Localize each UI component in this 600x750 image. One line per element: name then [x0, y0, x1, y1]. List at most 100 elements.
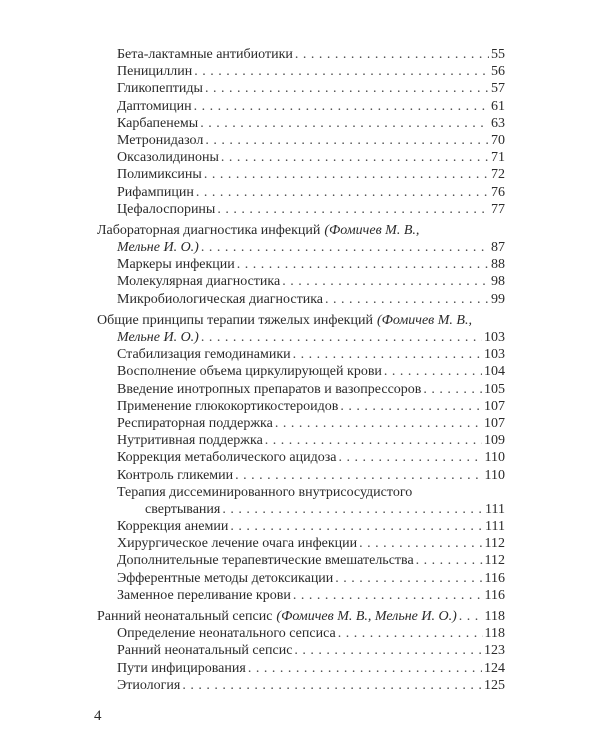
- entry-page: 110: [484, 450, 505, 466]
- toc-entry[interactable]: Оксазолидиноны 71: [97, 149, 505, 166]
- entry-page: 104: [484, 364, 505, 380]
- toc-entry[interactable]: Метронидазол 70: [97, 132, 505, 149]
- toc-entry[interactable]: Карбапенемы 63: [97, 115, 505, 132]
- entry-page: 63: [491, 115, 505, 131]
- toc-entry[interactable]: Микробиологическая диагностика 99: [97, 291, 505, 308]
- dot-leader: [235, 467, 482, 484]
- entry-title: Оксазолидиноны: [117, 150, 219, 166]
- toc-entry[interactable]: Пенициллин 56: [97, 63, 505, 80]
- entry-title: Применение глюкокортикостероидов: [117, 398, 339, 414]
- toc-entry[interactable]: Пути инфицирования 124: [97, 660, 505, 677]
- toc-entry[interactable]: Полимиксины 72: [97, 166, 505, 183]
- entry-page: 56: [491, 64, 505, 80]
- entry-title: Хирургическое лечение очага инфекции: [117, 536, 358, 552]
- entry-title: Гликопептиды: [117, 81, 203, 97]
- entry-page: 105: [484, 381, 505, 397]
- entry-title: Маркеры инфекции: [117, 257, 235, 273]
- toc-section: Бета-лактамные антибиотики 55 Пенициллин 56…: [97, 46, 505, 218]
- entry-page: 118: [484, 609, 505, 624]
- entry-title: Ранний неонатальный сепсис: [117, 643, 293, 659]
- entry-title: Общие принципы терапии тяжелых инфекций: [97, 312, 373, 328]
- toc-entry[interactable]: Ранний неонатальный сепсис 123: [97, 642, 505, 659]
- entry-page: 77: [491, 201, 505, 217]
- entry-page: 61: [491, 98, 505, 114]
- dot-leader: [282, 273, 489, 290]
- toc-entry[interactable]: Применение глюкокортикостероидов 107: [97, 398, 505, 415]
- toc-entry[interactable]: Терапия диссеминированного внутрисосудис…: [97, 484, 505, 501]
- dot-leader: [340, 398, 482, 415]
- toc-entry[interactable]: Контроль гликемии 110: [97, 467, 505, 484]
- entry-page: 107: [484, 398, 505, 414]
- entry-continuation[interactable]: Мельне И. О.) 87: [97, 239, 505, 256]
- entry-title: Даптомицин: [117, 98, 192, 114]
- dot-leader: [230, 518, 483, 535]
- toc-entry[interactable]: Введение инотропных препаратов и вазопре…: [97, 381, 505, 398]
- dot-leader: [194, 63, 489, 80]
- entry-title: Полимиксины: [117, 167, 202, 183]
- toc-entry[interactable]: Цефалоспорины 77: [97, 201, 505, 218]
- toc-entry[interactable]: Дополнительные терапевтические вмешатель…: [97, 552, 505, 569]
- entry-page: 118: [484, 626, 505, 642]
- toc-entry[interactable]: Эфферентные методы детоксикации 116: [97, 570, 505, 587]
- toc-entry[interactable]: Определение неонатального сепсиса 118: [97, 625, 505, 642]
- entry-title: Ранний неонатальный сепсис: [97, 609, 273, 624]
- entry-page: 110: [484, 467, 505, 483]
- toc-entry[interactable]: Бета-лактамные антибиотики 55: [97, 46, 505, 63]
- entry-title: Терапия диссеминированного внутрисосудис…: [117, 484, 413, 500]
- toc-entry[interactable]: Восполнение объема циркулирующей крови 10…: [97, 363, 505, 380]
- entry-page: 88: [491, 257, 505, 273]
- entry-page: 76: [491, 184, 505, 200]
- entry-page: 55: [491, 47, 505, 62]
- entry-authors: (Фомичев М. В., Мельне И. О.): [276, 609, 457, 624]
- entry-page: 98: [491, 274, 505, 290]
- entry-continuation[interactable]: Мельне И. О.) 103: [97, 329, 505, 346]
- toc-entry[interactable]: Хирургическое лечение очага инфекции 112: [97, 535, 505, 552]
- dot-leader: [196, 184, 489, 201]
- entry-authors-continued: Мельне И. О.): [117, 240, 199, 256]
- dot-leader: [384, 363, 482, 380]
- entry-title: Молекулярная диагностика: [117, 274, 281, 290]
- dot-leader: [325, 291, 489, 308]
- toc-entry[interactable]: Нутритивная поддержка 109: [97, 432, 505, 449]
- entry-page: 124: [484, 660, 505, 676]
- toc-entry[interactable]: Гликопептиды 57: [97, 80, 505, 97]
- entry-page: 109: [484, 433, 505, 449]
- entry-title: Стабилизация гемодинамики: [117, 347, 291, 363]
- dot-leader: [275, 415, 482, 432]
- entry-title: Контроль гликемии: [117, 467, 234, 483]
- entry-title: Бета-лактамные антибиотики: [117, 47, 293, 62]
- toc-entry[interactable]: Респираторная поддержка 107: [97, 415, 505, 432]
- dot-leader: [416, 552, 483, 569]
- entry-title: Этиология: [117, 677, 181, 693]
- dot-leader: [338, 625, 483, 642]
- entry-page: 116: [484, 570, 505, 586]
- toc-entry[interactable]: Молекулярная диагностика 98: [97, 273, 505, 290]
- toc-chapter-entry[interactable]: Общие принципы терапии тяжелых инфекций(…: [97, 312, 505, 329]
- toc-entry[interactable]: Рифампицин 76: [97, 184, 505, 201]
- toc-section: Лабораторная диагностика инфекций (Фомиче…: [97, 222, 505, 308]
- toc-entry[interactable]: Заменное переливание крови 116: [97, 587, 505, 604]
- toc-entry[interactable]: Коррекция метаболического ацидоза 110: [97, 449, 505, 466]
- toc-entry[interactable]: Маркеры инфекции 88: [97, 256, 505, 273]
- entry-page: 72: [491, 167, 505, 183]
- dot-leader: [248, 660, 482, 677]
- entry-page: 111: [485, 519, 505, 535]
- entry-continuation[interactable]: свертывания 111: [97, 501, 505, 518]
- entry-title: Лабораторная диагностика инфекций: [97, 222, 321, 238]
- entry-authors: (Фомичев М. В.,: [376, 312, 472, 328]
- toc-entry[interactable]: Коррекция анемии 111: [97, 518, 505, 535]
- toc-entry[interactable]: Этиология 125: [97, 677, 505, 694]
- dot-leader: [459, 608, 483, 625]
- entry-page: 125: [484, 677, 505, 693]
- entry-page: 111: [485, 501, 505, 517]
- toc-chapter-entry[interactable]: Ранний неонатальный сепсис (Фомичев М. В.…: [97, 608, 505, 625]
- entry-title: Восполнение объема циркулирующей крови: [117, 364, 382, 380]
- toc-entry[interactable]: Стабилизация гемодинамики 103: [97, 346, 505, 363]
- table-of-contents: Бета-лактамные антибиотики 55 Пенициллин 56…: [97, 46, 505, 694]
- toc-chapter-entry[interactable]: Лабораторная диагностика инфекций (Фомиче…: [97, 222, 505, 239]
- entry-page: 107: [484, 415, 505, 431]
- entry-title: Метронидазол: [117, 132, 204, 148]
- entry-title: Эфферентные методы детоксикации: [117, 570, 334, 586]
- dot-leader: [338, 449, 482, 466]
- toc-entry[interactable]: Даптомицин 61: [97, 98, 505, 115]
